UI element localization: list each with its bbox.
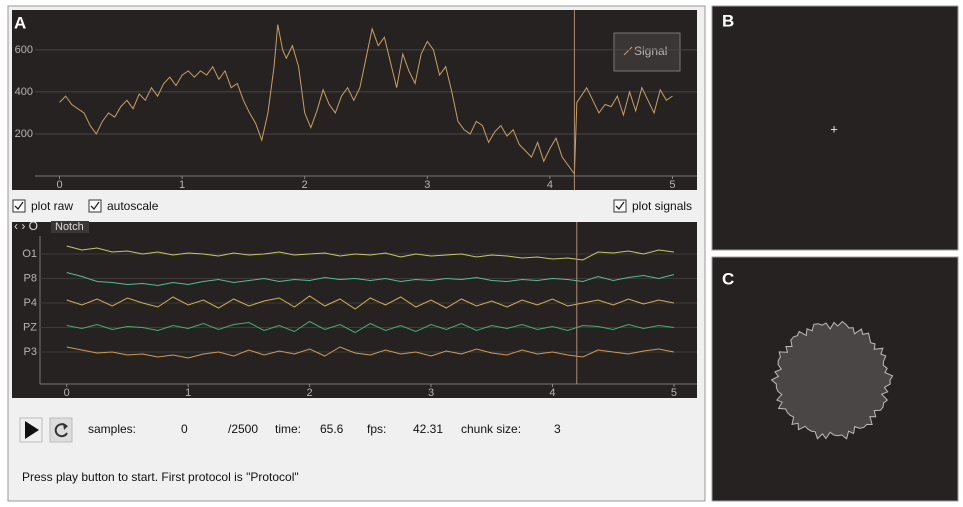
filter-label: Notch (55, 221, 84, 233)
x-tick-label: 5 (671, 387, 677, 399)
x-tick-label: 2 (302, 179, 308, 191)
time-value: 65.6 (320, 422, 344, 436)
signal-plot-bg (12, 10, 697, 190)
channel-label: P4 (24, 297, 37, 309)
checkmark (615, 201, 625, 211)
reset-button[interactable] (49, 417, 73, 443)
chunk-size-label: chunk size: (461, 422, 521, 436)
checkbox-label: autoscale (107, 199, 159, 213)
chunk-size-value: 3 (554, 422, 561, 436)
panel-label: B (722, 11, 734, 30)
legend-entry: Signal (634, 44, 667, 58)
x-tick-label: 3 (424, 179, 430, 191)
status-message: Press play button to start. First protoc… (22, 470, 299, 484)
checkbox[interactable] (88, 199, 102, 213)
panel-label: C (722, 269, 734, 288)
y-tick-label: 400 (15, 86, 33, 98)
x-tick-label: 3 (428, 387, 434, 399)
play-button[interactable] (19, 417, 43, 443)
y-tick-label: 600 (15, 44, 33, 56)
channel-label: P8 (24, 272, 37, 284)
x-tick-label: 4 (549, 387, 555, 399)
feedback-blob (770, 320, 894, 440)
checkmark (90, 201, 100, 211)
channel-trace (66, 295, 675, 310)
checkbox-label: plot signals (632, 199, 692, 213)
legend (613, 32, 681, 72)
channel-label: PZ (23, 321, 37, 333)
x-tick-label: 0 (56, 179, 62, 191)
channel-trace (66, 320, 674, 334)
fps-value: 42.31 (413, 422, 443, 436)
x-tick-label: 5 (669, 179, 675, 191)
x-tick-label: 1 (185, 387, 191, 399)
legend-swatch (623, 46, 633, 56)
filter-badge (51, 221, 89, 233)
checkmark (14, 201, 24, 211)
panel-b (711, 5, 959, 251)
samples-label: samples: (88, 422, 136, 436)
fps-label: fps: (367, 422, 386, 436)
channel-trace (66, 272, 675, 287)
channel-plot-bg (12, 222, 697, 398)
x-tick-label: 1 (179, 179, 185, 191)
samples-total: /2500 (228, 422, 258, 436)
fixation-cross: + (830, 121, 838, 136)
checkbox[interactable] (613, 199, 627, 213)
samples-value: 0 (181, 422, 188, 436)
checkbox[interactable] (12, 199, 26, 213)
channel-label: P3 (24, 346, 37, 358)
y-tick-label: 200 (15, 128, 33, 140)
checkbox-label: plot raw (31, 199, 73, 213)
panel-label: A (14, 13, 26, 32)
x-tick-label: 2 (307, 387, 313, 399)
channel-trace (66, 346, 675, 359)
x-tick-label: 4 (547, 179, 553, 191)
channel-trace (66, 245, 674, 261)
x-tick-label: 0 (64, 387, 70, 399)
nav-icons[interactable]: ‹ › O (14, 219, 38, 233)
signal-line (59, 24, 673, 176)
time-label: time: (275, 422, 301, 436)
channel-label: O1 (22, 248, 37, 260)
